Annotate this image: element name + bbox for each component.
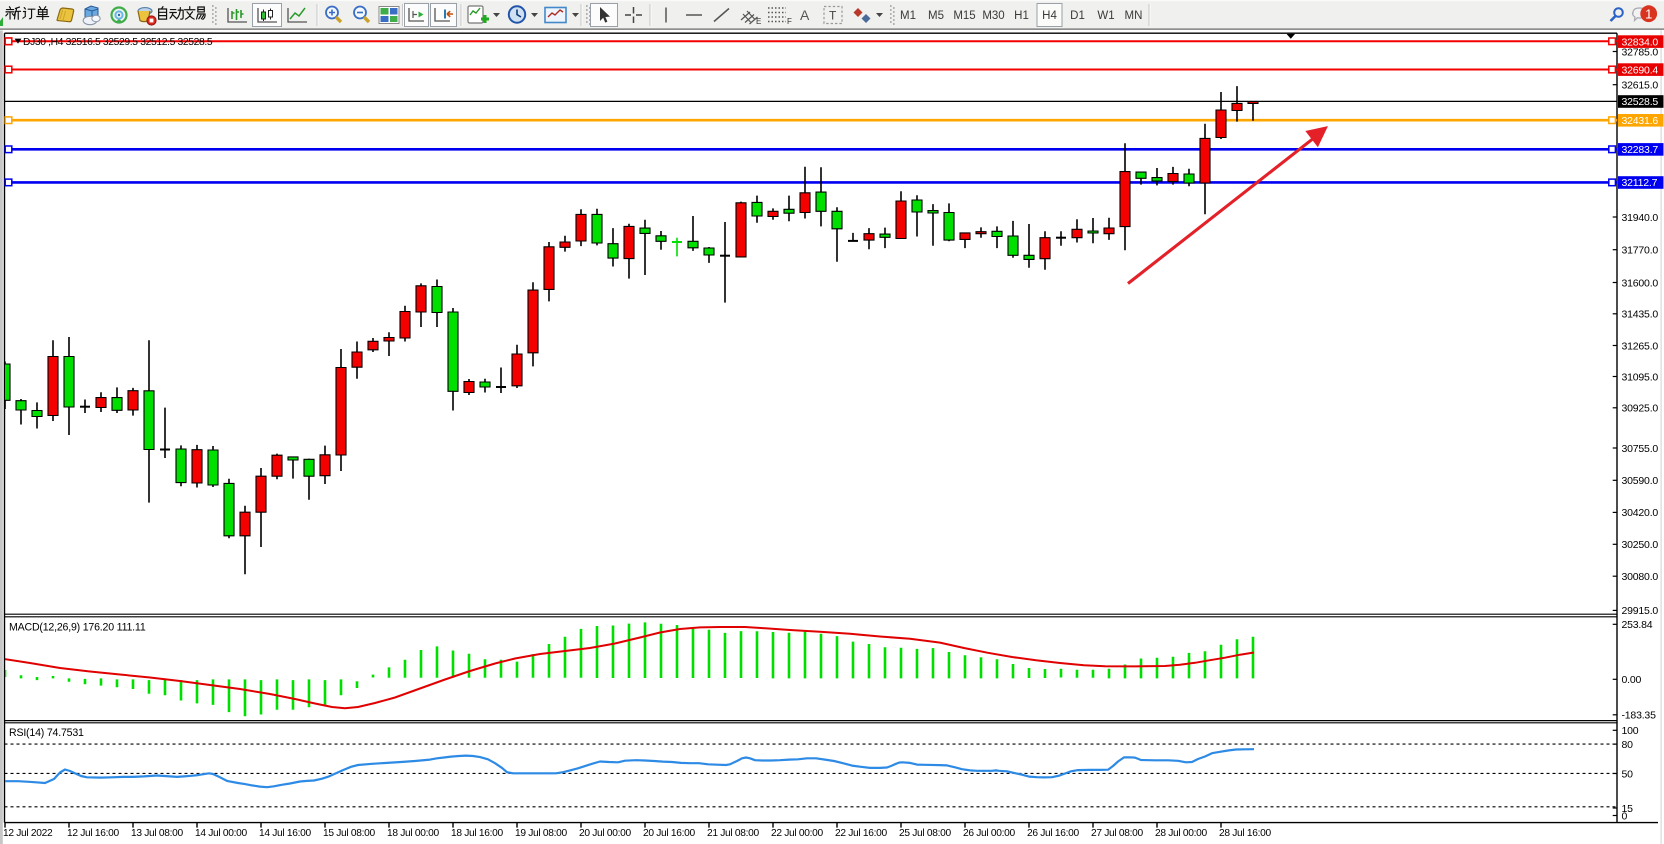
svg-text:30420.0: 30420.0 [1622,507,1659,519]
svg-text:M5: M5 [928,10,944,22]
svg-text:E: E [756,17,761,26]
svg-text:M1: M1 [900,10,916,22]
svg-text:29915.0: 29915.0 [1622,605,1659,617]
svg-text:31940.0: 31940.0 [1622,212,1659,224]
svg-text:30590.0: 30590.0 [1622,475,1659,487]
svg-text:14 Jul 16:00: 14 Jul 16:00 [259,828,312,839]
svg-text:RSI(14) 74.7531: RSI(14) 74.7531 [9,727,84,739]
svg-text:31435.0: 31435.0 [1622,309,1659,321]
svg-text:13 Jul 08:00: 13 Jul 08:00 [131,828,184,839]
svg-text:28 Jul 00:00: 28 Jul 00:00 [1155,828,1208,839]
svg-text:F: F [787,17,792,26]
svg-text:32834.0: 32834.0 [1622,36,1659,48]
svg-text:M15: M15 [953,10,975,22]
svg-text:30925.0: 30925.0 [1622,403,1659,415]
svg-text:14 Jul 00:00: 14 Jul 00:00 [195,828,248,839]
svg-text:26 Jul 16:00: 26 Jul 16:00 [1027,828,1080,839]
svg-text:H1: H1 [1014,10,1029,22]
svg-text:H4: H4 [1042,10,1057,22]
svg-text:80: 80 [1622,739,1634,751]
svg-text:100: 100 [1622,725,1639,737]
svg-text:21 Jul 08:00: 21 Jul 08:00 [707,828,760,839]
svg-text:25 Jul 08:00: 25 Jul 08:00 [899,828,952,839]
svg-text:19 Jul 08:00: 19 Jul 08:00 [515,828,568,839]
svg-text:15: 15 [1622,803,1634,815]
svg-text:30755.0: 30755.0 [1622,443,1659,455]
svg-text:26 Jul 00:00: 26 Jul 00:00 [963,828,1016,839]
svg-text:22 Jul 16:00: 22 Jul 16:00 [835,828,888,839]
svg-text:32431.6: 32431.6 [1622,115,1659,127]
svg-text:31265.0: 31265.0 [1622,340,1659,352]
svg-text:12 Jul 16:00: 12 Jul 16:00 [67,828,120,839]
svg-text:0: 0 [1622,810,1628,822]
svg-text:-183.35: -183.35 [1622,710,1657,722]
svg-text:253.84: 253.84 [1622,619,1653,631]
svg-text:20 Jul 16:00: 20 Jul 16:00 [643,828,696,839]
svg-text:DJ30 ,H4 32516.5 32529.5 3251: DJ30 ,H4 32516.5 32529.5 32512.5 32528.5 [23,37,213,48]
svg-text:W1: W1 [1097,10,1114,22]
svg-text:32528.5: 32528.5 [1622,96,1659,108]
svg-text:32615.0: 32615.0 [1622,80,1659,92]
svg-text:32283.7: 32283.7 [1622,144,1659,156]
svg-text:20 Jul 00:00: 20 Jul 00:00 [579,828,632,839]
svg-text:50: 50 [1622,768,1634,780]
svg-text:A: A [800,7,810,23]
svg-text:31095.0: 31095.0 [1622,371,1659,383]
svg-text:22 Jul 00:00: 22 Jul 00:00 [771,828,824,839]
svg-text:0.00: 0.00 [1622,674,1642,686]
svg-text:15 Jul 08:00: 15 Jul 08:00 [323,828,376,839]
svg-text:18 Jul 00:00: 18 Jul 00:00 [387,828,440,839]
svg-text:T: T [829,9,837,23]
svg-text:MACD(12,26,9) 176.20 111.11: MACD(12,26,9) 176.20 111.11 [9,622,146,634]
svg-text:32785.0: 32785.0 [1622,46,1659,58]
svg-text:32690.4: 32690.4 [1622,64,1659,76]
svg-text:27 Jul 08:00: 27 Jul 08:00 [1091,828,1144,839]
svg-text:18 Jul 16:00: 18 Jul 16:00 [451,828,504,839]
svg-text:30250.0: 30250.0 [1622,539,1659,551]
svg-text:28 Jul 16:00: 28 Jul 16:00 [1219,828,1272,839]
svg-text:31770.0: 31770.0 [1622,245,1659,257]
svg-text:MN: MN [1125,10,1143,22]
svg-text:12 Jul 2022: 12 Jul 2022 [3,828,53,839]
svg-text:1: 1 [1645,6,1652,21]
svg-text:32112.7: 32112.7 [1622,177,1658,189]
svg-text:31600.0: 31600.0 [1622,277,1659,289]
svg-text:M30: M30 [982,10,1004,22]
svg-text:30080.0: 30080.0 [1622,571,1659,583]
svg-text:D1: D1 [1070,10,1085,22]
